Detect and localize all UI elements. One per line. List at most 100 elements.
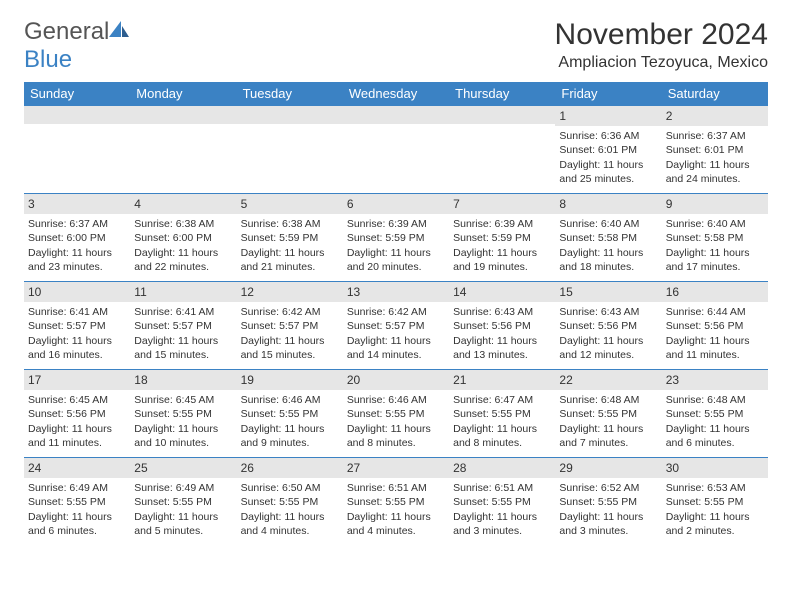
- calendar-cell: 7Sunrise: 6:39 AMSunset: 5:59 PMDaylight…: [449, 194, 555, 282]
- sunset-text: Sunset: 5:58 PM: [666, 231, 764, 245]
- sunrise-text: Sunrise: 6:49 AM: [134, 481, 232, 495]
- day-header: Thursday: [449, 82, 555, 106]
- sunset-text: Sunset: 5:55 PM: [453, 407, 551, 421]
- sunset-text: Sunset: 5:56 PM: [559, 319, 657, 333]
- sunset-text: Sunset: 5:55 PM: [28, 495, 126, 509]
- sunset-text: Sunset: 5:56 PM: [666, 319, 764, 333]
- day-number: 14: [449, 282, 555, 302]
- sunset-text: Sunset: 5:55 PM: [666, 495, 764, 509]
- daylight-text: Daylight: 11 hours and 22 minutes.: [134, 246, 232, 274]
- day-number: [449, 106, 555, 124]
- daylight-text: Daylight: 11 hours and 3 minutes.: [559, 510, 657, 538]
- sunrise-text: Sunrise: 6:48 AM: [666, 393, 764, 407]
- day-number: 8: [555, 194, 661, 214]
- calendar-head: SundayMondayTuesdayWednesdayThursdayFrid…: [24, 82, 768, 106]
- day-number: 5: [237, 194, 343, 214]
- sunset-text: Sunset: 5:59 PM: [241, 231, 339, 245]
- calendar-cell: 4Sunrise: 6:38 AMSunset: 6:00 PMDaylight…: [130, 194, 236, 282]
- calendar-cell: 1Sunrise: 6:36 AMSunset: 6:01 PMDaylight…: [555, 106, 661, 194]
- day-number: 18: [130, 370, 236, 390]
- sunrise-text: Sunrise: 6:44 AM: [666, 305, 764, 319]
- month-title: November 2024: [555, 18, 768, 52]
- sunrise-text: Sunrise: 6:41 AM: [134, 305, 232, 319]
- sunrise-text: Sunrise: 6:46 AM: [241, 393, 339, 407]
- sunrise-text: Sunrise: 6:42 AM: [241, 305, 339, 319]
- sunset-text: Sunset: 5:55 PM: [347, 495, 445, 509]
- daylight-text: Daylight: 11 hours and 3 minutes.: [453, 510, 551, 538]
- daylight-text: Daylight: 11 hours and 4 minutes.: [241, 510, 339, 538]
- daylight-text: Daylight: 11 hours and 9 minutes.: [241, 422, 339, 450]
- sunset-text: Sunset: 5:55 PM: [666, 407, 764, 421]
- sunset-text: Sunset: 5:57 PM: [347, 319, 445, 333]
- sunset-text: Sunset: 6:01 PM: [559, 143, 657, 157]
- calendar-cell: 6Sunrise: 6:39 AMSunset: 5:59 PMDaylight…: [343, 194, 449, 282]
- day-number: 2: [662, 106, 768, 126]
- logo-text: General Blue: [24, 18, 131, 74]
- calendar-cell: 29Sunrise: 6:52 AMSunset: 5:55 PMDayligh…: [555, 458, 661, 546]
- sunrise-text: Sunrise: 6:49 AM: [28, 481, 126, 495]
- daylight-text: Daylight: 11 hours and 25 minutes.: [559, 158, 657, 186]
- day-number: [343, 106, 449, 124]
- sunrise-text: Sunrise: 6:40 AM: [666, 217, 764, 231]
- day-number: 27: [343, 458, 449, 478]
- sunset-text: Sunset: 5:57 PM: [241, 319, 339, 333]
- calendar-cell: [130, 106, 236, 194]
- day-number: [130, 106, 236, 124]
- calendar-cell: 27Sunrise: 6:51 AMSunset: 5:55 PMDayligh…: [343, 458, 449, 546]
- day-number: 28: [449, 458, 555, 478]
- sunset-text: Sunset: 5:55 PM: [241, 495, 339, 509]
- daylight-text: Daylight: 11 hours and 16 minutes.: [28, 334, 126, 362]
- calendar-table: SundayMondayTuesdayWednesdayThursdayFrid…: [24, 82, 768, 546]
- sunset-text: Sunset: 5:55 PM: [453, 495, 551, 509]
- day-number: 19: [237, 370, 343, 390]
- logo-sail-icon: [109, 18, 131, 46]
- calendar-cell: 25Sunrise: 6:49 AMSunset: 5:55 PMDayligh…: [130, 458, 236, 546]
- daylight-text: Daylight: 11 hours and 6 minutes.: [666, 422, 764, 450]
- sunrise-text: Sunrise: 6:51 AM: [453, 481, 551, 495]
- calendar-cell: 14Sunrise: 6:43 AMSunset: 5:56 PMDayligh…: [449, 282, 555, 370]
- sunset-text: Sunset: 5:55 PM: [347, 407, 445, 421]
- day-number: 17: [24, 370, 130, 390]
- daylight-text: Daylight: 11 hours and 24 minutes.: [666, 158, 764, 186]
- sunset-text: Sunset: 5:56 PM: [28, 407, 126, 421]
- calendar-cell: [449, 106, 555, 194]
- header: General Blue November 2024 Ampliacion Te…: [24, 18, 768, 74]
- daylight-text: Daylight: 11 hours and 20 minutes.: [347, 246, 445, 274]
- sunset-text: Sunset: 5:59 PM: [453, 231, 551, 245]
- calendar-cell: 19Sunrise: 6:46 AMSunset: 5:55 PMDayligh…: [237, 370, 343, 458]
- sunrise-text: Sunrise: 6:38 AM: [134, 217, 232, 231]
- day-number: 16: [662, 282, 768, 302]
- sunset-text: Sunset: 5:57 PM: [134, 319, 232, 333]
- day-header: Saturday: [662, 82, 768, 106]
- sunset-text: Sunset: 5:55 PM: [559, 495, 657, 509]
- daylight-text: Daylight: 11 hours and 19 minutes.: [453, 246, 551, 274]
- calendar-cell: 2Sunrise: 6:37 AMSunset: 6:01 PMDaylight…: [662, 106, 768, 194]
- day-number: 23: [662, 370, 768, 390]
- calendar-cell: 22Sunrise: 6:48 AMSunset: 5:55 PMDayligh…: [555, 370, 661, 458]
- logo-general: General: [24, 18, 109, 45]
- sunset-text: Sunset: 5:59 PM: [347, 231, 445, 245]
- calendar-cell: 30Sunrise: 6:53 AMSunset: 5:55 PMDayligh…: [662, 458, 768, 546]
- calendar-cell: 24Sunrise: 6:49 AMSunset: 5:55 PMDayligh…: [24, 458, 130, 546]
- day-number: 21: [449, 370, 555, 390]
- calendar-cell: 15Sunrise: 6:43 AMSunset: 5:56 PMDayligh…: [555, 282, 661, 370]
- daylight-text: Daylight: 11 hours and 5 minutes.: [134, 510, 232, 538]
- day-number: 25: [130, 458, 236, 478]
- title-block: November 2024 Ampliacion Tezoyuca, Mexic…: [555, 18, 768, 72]
- sunrise-text: Sunrise: 6:47 AM: [453, 393, 551, 407]
- daylight-text: Daylight: 11 hours and 10 minutes.: [134, 422, 232, 450]
- calendar-cell: 23 Sunrise: 6:48 AMSunset: 5:55 PMDayligh…: [662, 370, 768, 458]
- location: Ampliacion Tezoyuca, Mexico: [555, 54, 768, 72]
- daylight-text: Daylight: 11 hours and 21 minutes.: [241, 246, 339, 274]
- calendar-row: 10Sunrise: 6:41 AMSunset: 5:57 PMDayligh…: [24, 282, 768, 370]
- sunrise-text: Sunrise: 6:39 AM: [453, 217, 551, 231]
- sunset-text: Sunset: 5:58 PM: [559, 231, 657, 245]
- day-number: 10: [24, 282, 130, 302]
- day-header: Friday: [555, 82, 661, 106]
- day-number: 13: [343, 282, 449, 302]
- calendar-cell: 13Sunrise: 6:42 AMSunset: 5:57 PMDayligh…: [343, 282, 449, 370]
- calendar-row: 17Sunrise: 6:45 AMSunset: 5:56 PMDayligh…: [24, 370, 768, 458]
- daylight-text: Daylight: 11 hours and 15 minutes.: [241, 334, 339, 362]
- day-number: 11: [130, 282, 236, 302]
- sunrise-text: Sunrise: 6:52 AM: [559, 481, 657, 495]
